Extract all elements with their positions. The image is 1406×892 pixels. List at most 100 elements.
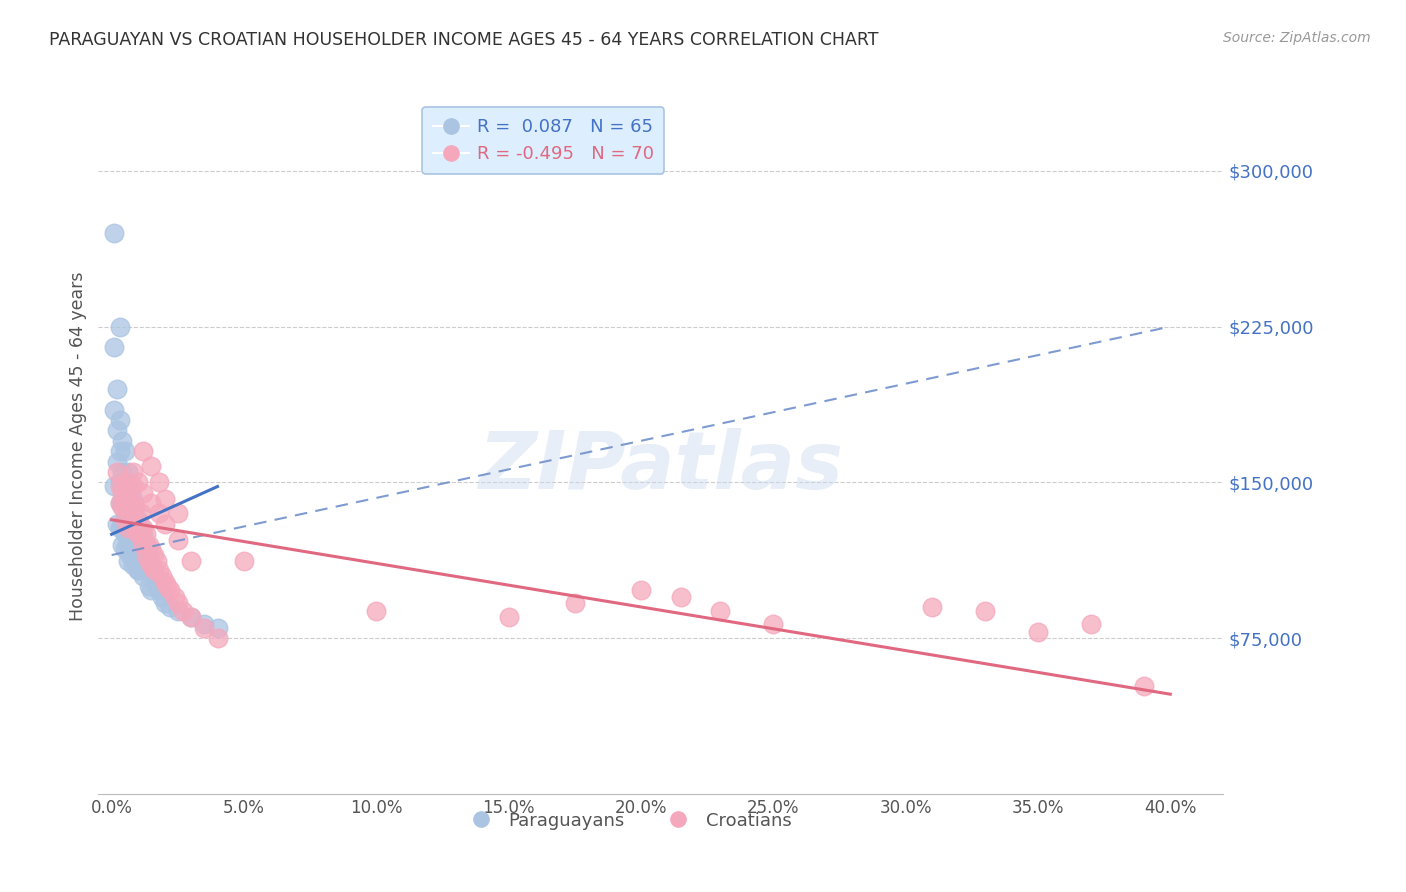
Point	[132, 554, 155, 568]
Point	[141, 558, 163, 573]
Point	[114, 541, 136, 556]
Point	[180, 610, 202, 624]
Point	[127, 541, 149, 556]
Point	[108, 444, 131, 458]
Point	[108, 479, 131, 493]
Point	[121, 479, 143, 493]
Point	[132, 444, 155, 458]
Point	[132, 485, 155, 500]
Point	[117, 538, 139, 552]
Point	[180, 610, 202, 624]
Point	[117, 500, 139, 515]
Point	[103, 479, 125, 493]
Point	[166, 604, 188, 618]
Point	[233, 554, 256, 568]
Point	[117, 516, 139, 531]
Point	[127, 563, 149, 577]
Point	[132, 538, 155, 552]
Point	[117, 465, 139, 479]
Point	[127, 513, 149, 527]
Y-axis label: Householder Income Ages 45 - 64 years: Householder Income Ages 45 - 64 years	[69, 271, 87, 621]
Point	[114, 444, 136, 458]
Point	[148, 475, 170, 490]
Point	[108, 319, 131, 334]
Point	[120, 527, 142, 541]
Point	[207, 631, 229, 645]
Point	[114, 527, 136, 541]
Point	[138, 554, 160, 568]
Point	[127, 563, 149, 577]
Point	[121, 491, 143, 506]
Point	[124, 554, 146, 568]
Point	[141, 541, 163, 556]
Point	[150, 569, 173, 583]
Point	[366, 604, 388, 618]
Point	[166, 596, 188, 610]
Point	[103, 226, 125, 240]
Point	[166, 533, 188, 548]
Point	[135, 563, 157, 577]
Point	[114, 479, 136, 493]
Point	[117, 479, 139, 493]
Point	[762, 616, 785, 631]
Point	[111, 485, 134, 500]
Point	[180, 554, 202, 568]
Point	[120, 548, 142, 562]
Point	[159, 583, 181, 598]
Point	[141, 563, 163, 577]
Point	[143, 563, 166, 577]
Point	[111, 538, 134, 552]
Point	[166, 507, 188, 521]
Point	[120, 507, 142, 521]
Point	[1026, 624, 1049, 639]
Point	[141, 496, 163, 510]
Point	[120, 491, 142, 506]
Point	[108, 521, 131, 535]
Point	[124, 500, 146, 515]
Point	[143, 569, 166, 583]
Point	[150, 590, 173, 604]
Point	[105, 465, 128, 479]
Point	[132, 569, 155, 583]
Point	[124, 533, 146, 548]
Point	[127, 527, 149, 541]
Point	[141, 458, 163, 473]
Point	[159, 599, 181, 614]
Point	[1133, 679, 1156, 693]
Point	[156, 579, 179, 593]
Point	[121, 465, 143, 479]
Point	[105, 424, 128, 438]
Point	[921, 599, 943, 614]
Point	[121, 541, 143, 556]
Point	[114, 475, 136, 490]
Point	[138, 538, 160, 552]
Point	[111, 496, 134, 510]
Point	[103, 340, 125, 354]
Point	[135, 527, 157, 541]
Point	[143, 548, 166, 562]
Point	[111, 516, 134, 531]
Point	[138, 548, 160, 562]
Point	[121, 516, 143, 531]
Point	[129, 521, 152, 535]
Point	[141, 583, 163, 598]
Point	[148, 563, 170, 577]
Point	[127, 513, 149, 527]
Point	[114, 513, 136, 527]
Point	[114, 507, 136, 521]
Text: PARAGUAYAN VS CROATIAN HOUSEHOLDER INCOME AGES 45 - 64 YEARS CORRELATION CHART: PARAGUAYAN VS CROATIAN HOUSEHOLDER INCOM…	[49, 31, 879, 49]
Point	[111, 434, 134, 448]
Point	[108, 413, 131, 427]
Point	[108, 496, 131, 510]
Point	[207, 621, 229, 635]
Point	[132, 527, 155, 541]
Point	[630, 583, 652, 598]
Point	[709, 604, 731, 618]
Point	[498, 610, 520, 624]
Point	[153, 575, 176, 590]
Point	[165, 590, 187, 604]
Point	[117, 554, 139, 568]
Point	[145, 554, 167, 568]
Point	[153, 516, 176, 531]
Point	[135, 538, 157, 552]
